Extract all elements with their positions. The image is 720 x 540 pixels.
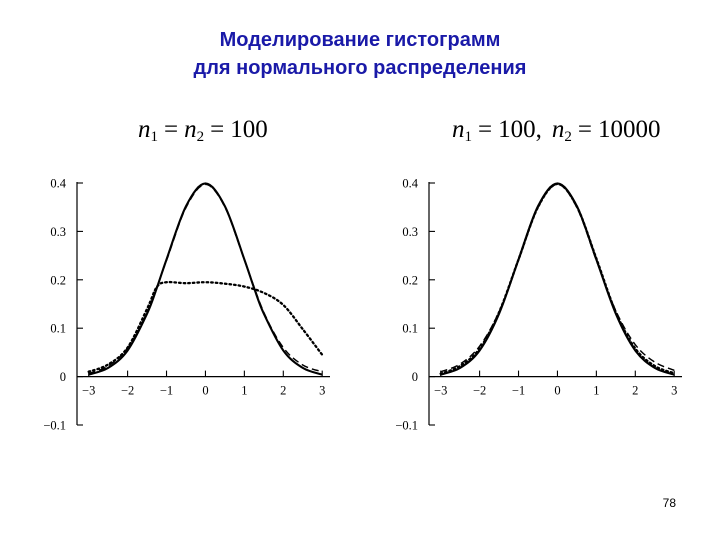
y-tick-label: 0.3: [50, 225, 66, 239]
slide-title-line-2: для нормального распределения: [193, 57, 527, 79]
dashed-series-line: [440, 183, 675, 373]
page-number: 78: [662, 496, 676, 510]
x-tick-label: 1: [593, 384, 599, 398]
y-tick-label: −0.1: [395, 419, 418, 433]
dotted-series-line: [87, 280, 324, 373]
x-tick-label: 0: [554, 384, 560, 398]
x-tick-label: −3: [434, 384, 447, 398]
left-chart-formula: n1 = n2 = 100: [138, 116, 268, 146]
solid-series-line: [88, 182, 323, 376]
y-tick-label: 0.1: [50, 322, 66, 336]
x-tick-label: −2: [121, 384, 134, 398]
n1-symbol: n: [138, 116, 151, 143]
x-tick-label: −3: [82, 384, 95, 398]
y-tick-label: 0.4: [402, 177, 418, 191]
left-chart-svg: −0.1 0 0.1 0.2 0.3 0.4 −3 −2 −1 0 1 2 3: [43, 177, 330, 433]
solid-series-line: [440, 182, 675, 376]
sample-size-value: 100: [230, 116, 268, 143]
y-tick-label: −0.1: [43, 419, 66, 433]
slide-title: Моделирование гистограмм для нормального…: [0, 26, 720, 82]
dashed-series-line: [88, 183, 323, 375]
n1-symbol: n: [452, 116, 465, 143]
dotted-series-line: [439, 182, 676, 375]
x-tick-label: 0: [202, 384, 208, 398]
left-density-chart: −0.1 0 0.1 0.2 0.3 0.4 −3 −2 −1 0 1 2 3: [20, 168, 350, 438]
equals-sign: =: [210, 116, 225, 143]
x-tick-label: 3: [319, 384, 325, 398]
y-tick-label: 0.2: [50, 273, 66, 287]
n1-subscript: 1: [464, 129, 473, 145]
y-tick-label: 0.2: [402, 273, 418, 287]
y-tick-label: 0.3: [402, 225, 418, 239]
n1-value: 100,: [498, 116, 542, 143]
equals-sign: =: [577, 116, 592, 143]
n2-subscript: 2: [196, 129, 205, 145]
n2-subscript: 2: [564, 129, 572, 145]
x-tick-label: 3: [671, 384, 677, 398]
x-tick-label: −2: [473, 384, 486, 398]
slide-title-line-1: Моделирование гистограмм: [219, 29, 501, 51]
n1-subscript: 1: [150, 129, 159, 145]
n2-value: 10000: [597, 116, 661, 143]
x-tick-label: 2: [632, 384, 638, 398]
right-density-chart: −0.1 0 0.1 0.2 0.3 0.4 −3 −2 −1 0 1 2 3: [372, 168, 702, 438]
x-tick-label: 2: [280, 384, 286, 398]
y-tick-label: 0.4: [50, 177, 66, 191]
x-tick-label: 1: [241, 384, 247, 398]
right-chart-svg: −0.1 0 0.1 0.2 0.3 0.4 −3 −2 −1 0 1 2 3: [395, 177, 682, 433]
n2-symbol: n: [551, 116, 565, 143]
n2-symbol: n: [184, 116, 197, 143]
equals-sign: =: [478, 116, 493, 143]
x-tick-label: −1: [160, 384, 173, 398]
equals-sign: =: [164, 116, 179, 143]
y-tick-label: 0: [60, 370, 66, 384]
right-chart-formula: n1 = 100, n2 = 10000: [452, 116, 660, 146]
y-tick-label: 0.1: [402, 322, 418, 336]
x-tick-label: −1: [512, 384, 525, 398]
y-tick-label: 0: [412, 370, 418, 384]
